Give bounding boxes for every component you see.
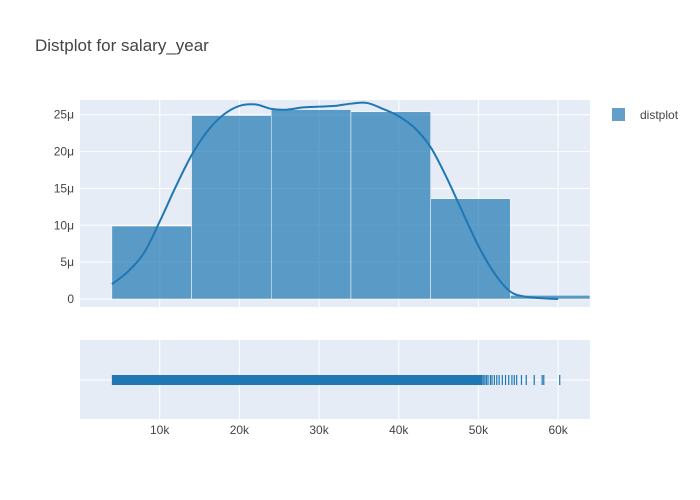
legend[interactable]: distplot [612,108,679,122]
y-tick-label: 5μ [60,255,74,269]
kde-curve [111,101,559,300]
x-tick-label: 30k [309,423,329,437]
x-tick-label: 60k [548,423,568,437]
y-axis-ticks: 0 5μ 10μ 15μ 20μ 25μ [54,108,75,306]
histogram-bar[interactable] [350,111,431,300]
rug-dense-band [111,375,483,385]
histogram-bar[interactable] [430,198,511,300]
x-tick-label: 10k [150,423,170,437]
x-axis-ticks: 10k 20k 30k 40k 50k 60k [150,423,569,437]
histogram-bar[interactable] [191,115,272,300]
legend-label-distplot: distplot [640,108,679,122]
x-tick-label: 50k [469,423,489,437]
rug-marks [111,375,561,385]
y-tick-label: 10μ [54,218,74,232]
y-tick-label: 25μ [54,108,74,122]
y-tick-label: 15μ [54,181,74,195]
y-tick-label: 20μ [54,145,74,159]
y-tick-label: 0 [67,292,74,306]
x-tick-label: 20k [230,423,250,437]
chart-title: Distplot for salary_year [35,36,209,55]
x-tick-label: 40k [389,423,409,437]
histogram-bar[interactable] [271,109,352,300]
legend-swatch-distplot [612,108,625,121]
